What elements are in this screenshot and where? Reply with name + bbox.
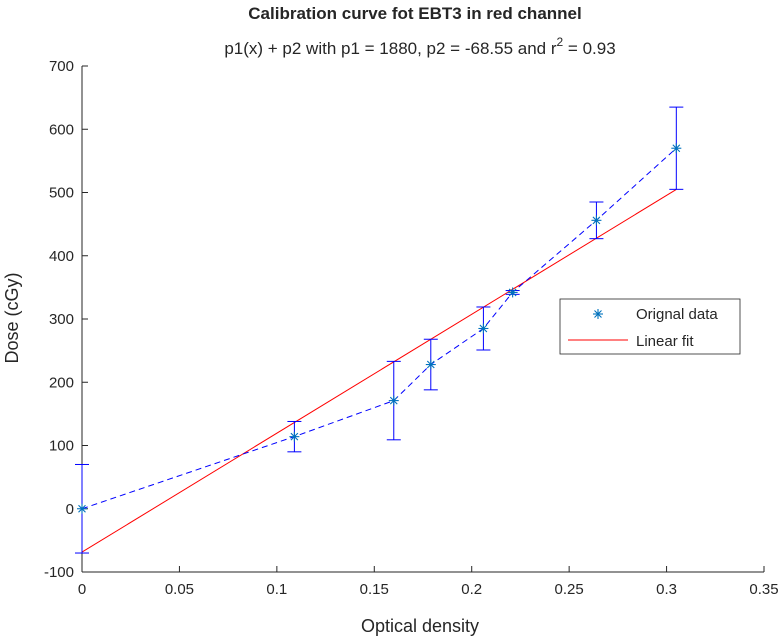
legend: Orignal data Linear fit [559,298,741,355]
legend-marker-original-data [593,309,603,319]
x-axis-ticks: 0 0.05 0.1 0.15 0.2 0.25 0.3 0.35 [78,566,779,598]
linear-fit-line [81,189,677,553]
y-axis-label: Dose (cGy) [2,272,22,363]
x-tick-label: 0.25 [555,581,584,598]
x-tick-label: 0.35 [749,581,778,598]
subtitle-superscript: 2 [557,35,564,49]
x-tick-label: 0.15 [360,581,389,598]
data-point-stroke [290,432,299,441]
legend-box [559,298,741,355]
data-point-stroke [508,288,517,297]
data-point-stroke [479,324,488,333]
data-point [671,143,682,154]
data-point [425,359,436,370]
data-point-stroke [592,216,601,225]
data-point [388,395,399,406]
y-tick-label: 200 [49,374,74,391]
original-data-line [81,147,677,510]
y-tick-label: 700 [49,58,74,75]
data-point-stroke [426,360,435,369]
x-tick-label: 0.2 [461,581,482,598]
data-point [507,287,518,298]
data-point-stroke [594,310,602,318]
legend-label-original-data: Orignal data [636,306,718,323]
chart-title: Calibration curve fot EBT3 in red channe… [248,4,581,23]
y-tick-label: 600 [49,121,74,138]
legend-label-linear-fit: Linear fit [636,333,694,350]
data-point-stroke [389,396,398,405]
subtitle-text: p1(x) + p2 with p1 = 1880, p2 = -68.55 a… [224,39,557,58]
y-tick-label: 400 [49,248,74,265]
x-tick-label: 0.05 [165,581,194,598]
subtitle-suffix: = 0.93 [563,39,615,58]
x-tick-label: 0.1 [266,581,287,598]
y-tick-label: 100 [49,438,74,455]
data-point [591,215,602,226]
series-layer [75,106,684,554]
data-point [77,503,87,514]
y-tick-label: 0 [66,501,74,518]
x-tick-label: 0 [78,581,86,598]
data-point-stroke [672,144,681,153]
legend-asterisk [593,309,603,319]
y-axis-ticks: -100 0 100 200 300 400 500 600 700 [44,58,88,581]
data-point [289,431,300,442]
chart-subtitle: p1(x) + p2 with p1 = 1880, p2 = -68.55 a… [224,35,615,58]
y-tick-label: 300 [49,311,74,328]
x-axis-label: Optical density [361,616,479,636]
data-point-stroke [78,504,86,513]
y-tick-label: -100 [44,564,74,581]
x-tick-label: 0.3 [656,581,677,598]
y-tick-label: 500 [49,185,74,202]
data-point [478,323,489,334]
